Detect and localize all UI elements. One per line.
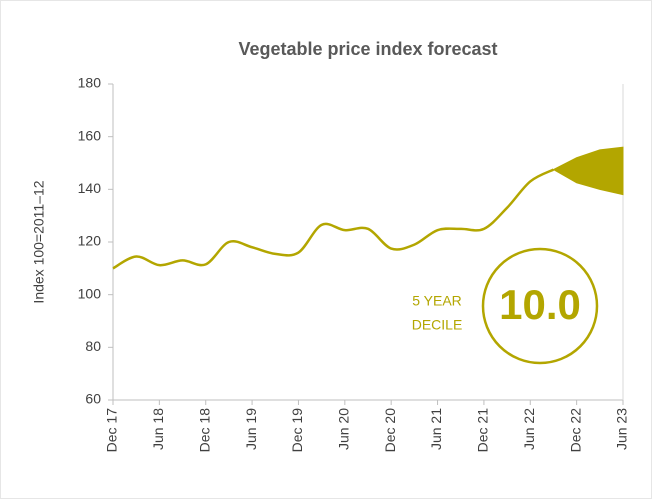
y-tick-label: 160: [78, 127, 102, 143]
y-tick-label: 80: [85, 338, 101, 354]
decile-label: DECILE: [412, 317, 463, 333]
decile-label: 5 YEAR: [412, 293, 462, 309]
y-tick-label: 120: [78, 233, 102, 249]
x-tick-label: Jun 22: [521, 408, 537, 450]
x-tick-label: Jun 23: [614, 408, 630, 450]
x-tick-label: Jun 21: [428, 408, 444, 450]
x-tick-label: Dec 19: [289, 408, 305, 453]
y-tick-label: 100: [78, 285, 102, 301]
x-tick-label: Jun 19: [243, 408, 259, 450]
x-tick-label: Dec 20: [382, 408, 398, 453]
decile-circle: [481, 247, 599, 365]
forecast-band: [552, 146, 624, 196]
y-tick-label: 180: [78, 75, 102, 91]
x-tick-label: Dec 22: [567, 408, 583, 453]
x-tick-label: Jun 20: [336, 408, 352, 450]
y-axis-label: Index 100=2011–12: [31, 180, 47, 303]
x-tick-label: Dec 17: [104, 408, 120, 453]
x-tick-label: Dec 21: [475, 408, 491, 453]
x-tick-label: Jun 18: [150, 408, 166, 450]
y-tick-label: 60: [85, 391, 101, 407]
price-line: [112, 168, 555, 270]
chart-title: Vegetable price index forecast: [238, 39, 497, 59]
x-tick-label: Dec 18: [196, 408, 212, 453]
decile-value: 10.0: [499, 281, 581, 328]
y-tick-label: 140: [78, 180, 102, 196]
